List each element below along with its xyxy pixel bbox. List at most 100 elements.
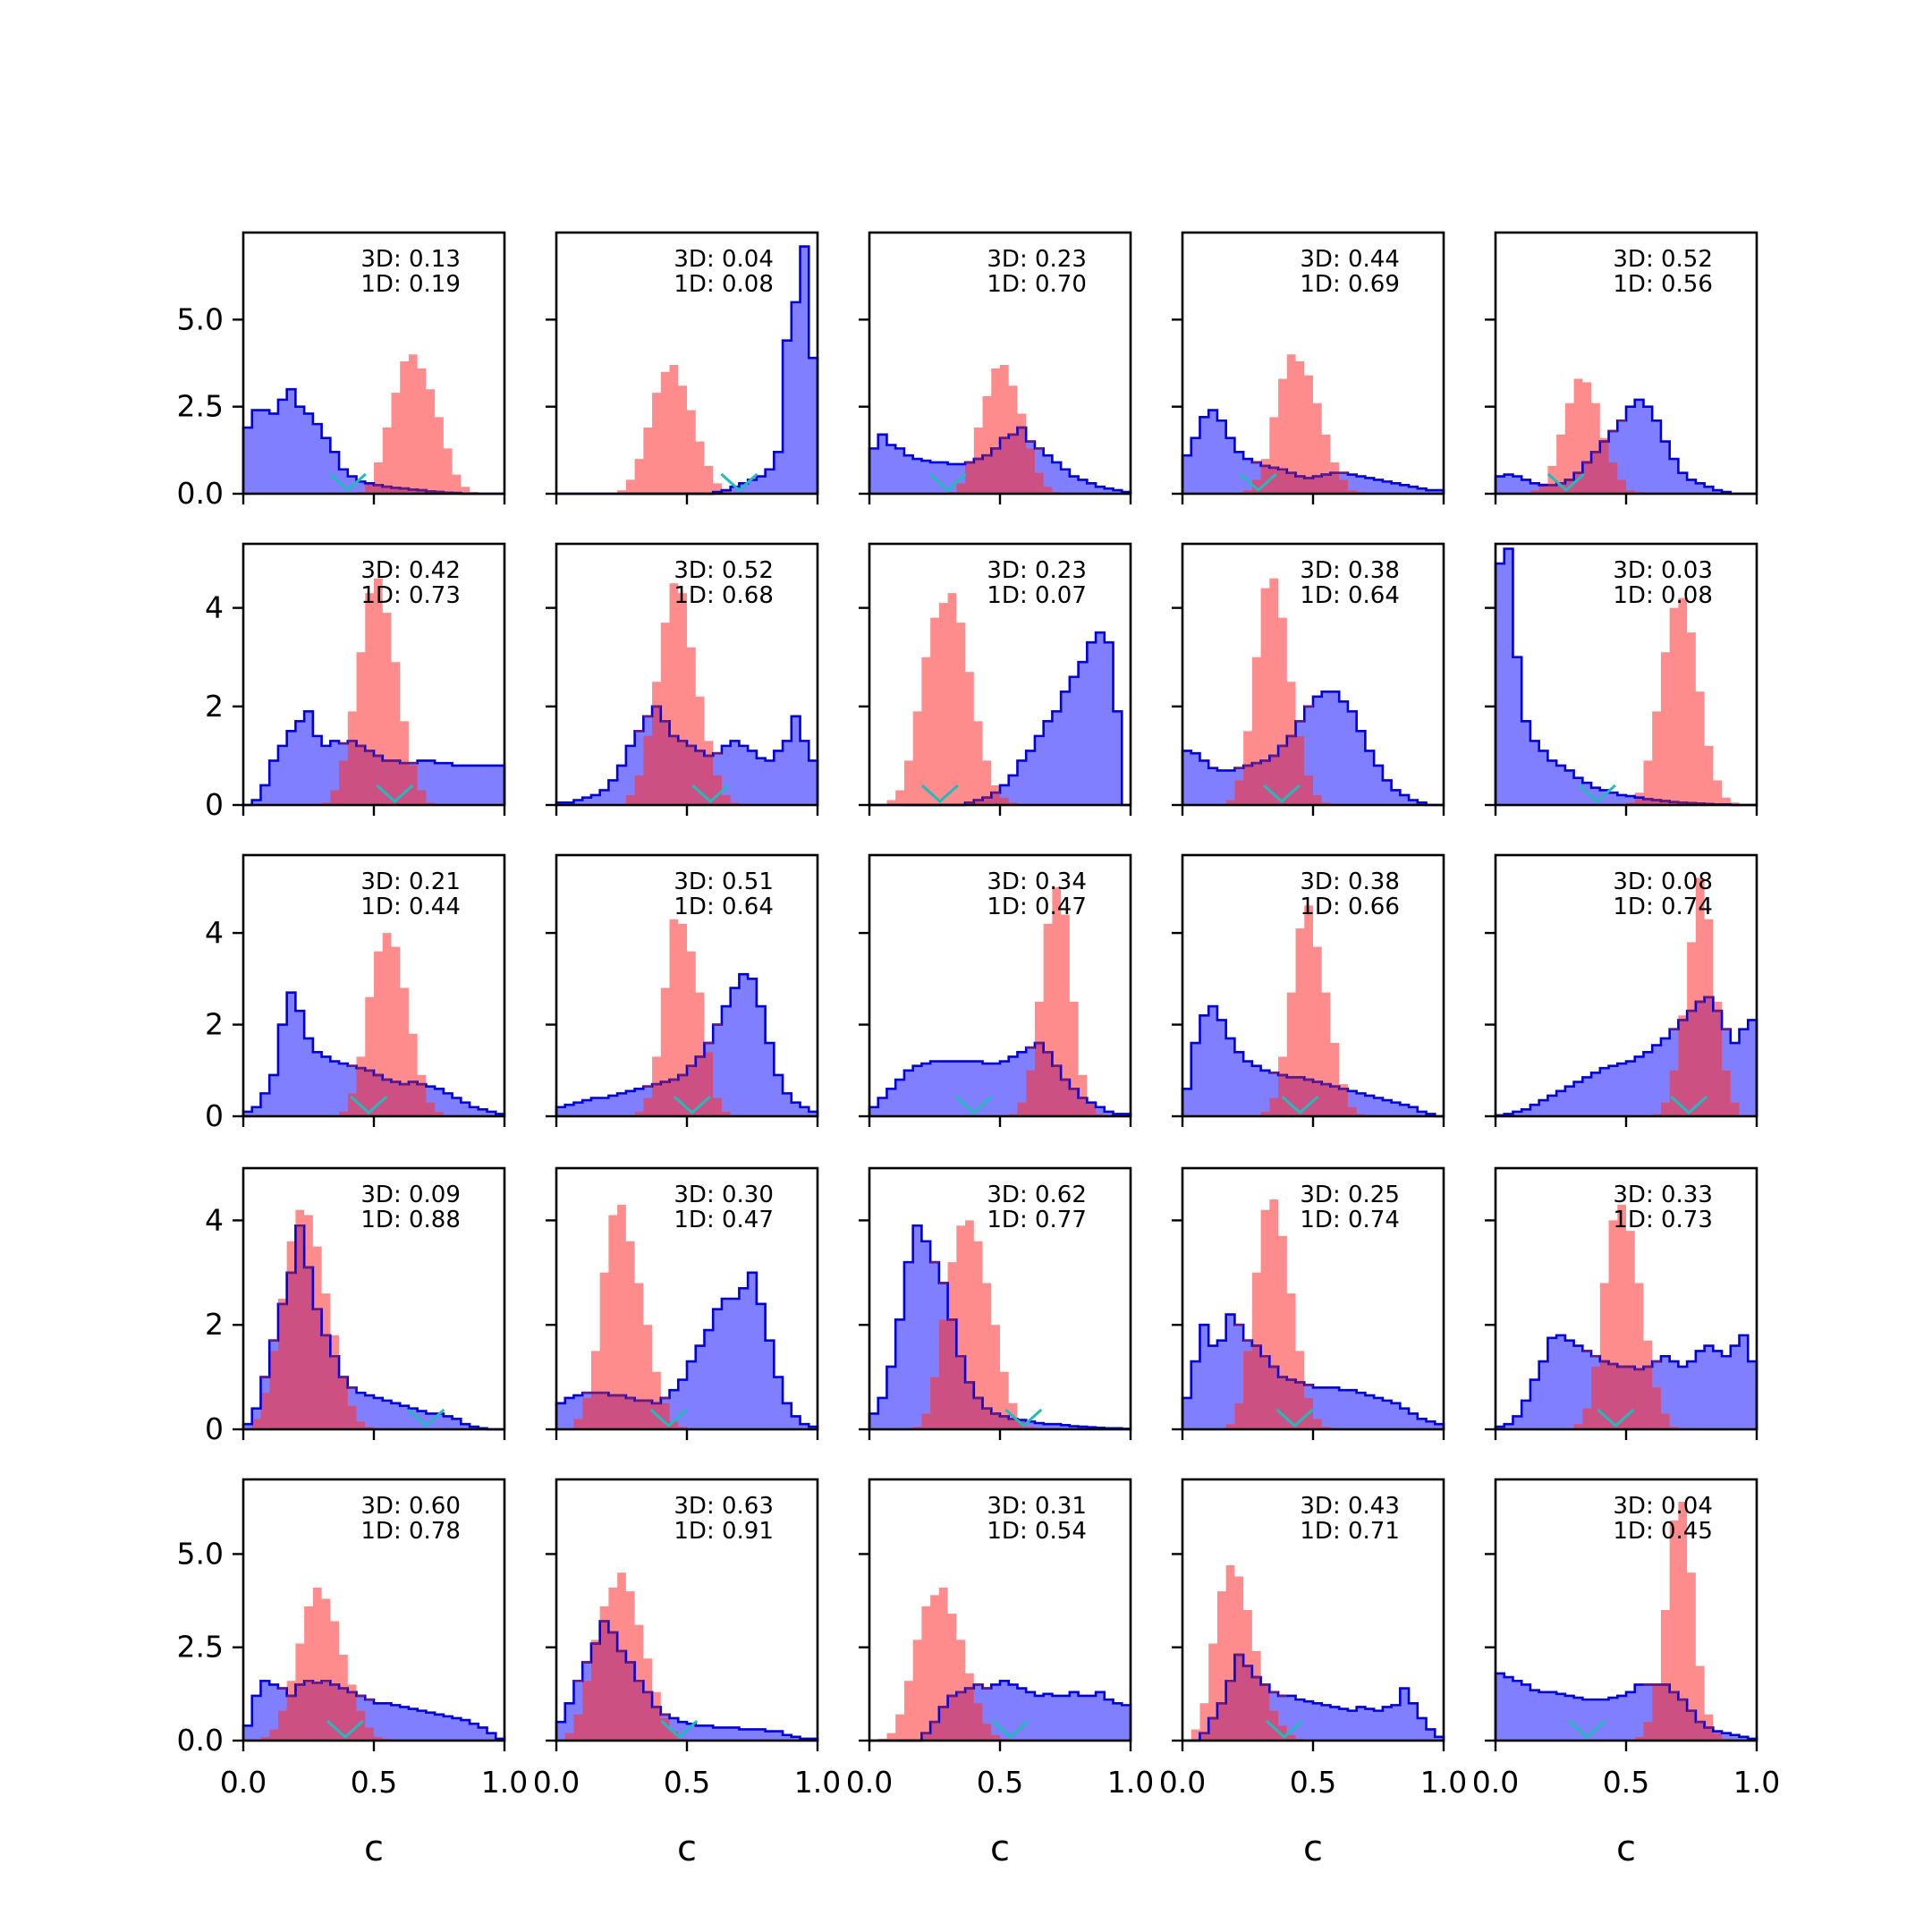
annotation-3d: 3D: 0.52 xyxy=(674,557,773,584)
blue-histogram-fill xyxy=(243,389,504,494)
annotation-3d: 3D: 0.30 xyxy=(674,1182,773,1208)
annotation-1d: 1D: 0.71 xyxy=(1300,1518,1399,1545)
overlap-outline xyxy=(965,426,1044,464)
marker-v xyxy=(1568,1719,1606,1740)
x-tick-label: 0.5 xyxy=(664,1765,710,1800)
y-tick-label: 4 xyxy=(205,590,224,625)
annotation-1d: 1D: 0.91 xyxy=(674,1518,773,1545)
x-axis-label: c xyxy=(990,1828,1010,1869)
x-tick-label: 0.0 xyxy=(1159,1765,1206,1800)
overlap-fill xyxy=(1496,441,1757,494)
marker-v xyxy=(928,472,967,493)
annotation-1d: 1D: 0.56 xyxy=(1613,271,1712,298)
red-histogram-fill xyxy=(869,593,1131,805)
red-histogram-fill xyxy=(243,933,504,1116)
y-tick-label: 4 xyxy=(205,915,224,950)
blue-histogram-fill xyxy=(869,632,1131,805)
overlap-fill xyxy=(243,1068,504,1116)
marker-v xyxy=(991,1719,1030,1740)
annotation-1d: 1D: 0.08 xyxy=(1613,582,1712,609)
x-axis-label: c xyxy=(1616,1828,1636,1869)
annotation-3d: 3D: 0.33 xyxy=(1613,1182,1712,1208)
annotation-3d: 3D: 0.38 xyxy=(1300,869,1399,895)
x-tick-label: 0.5 xyxy=(1290,1765,1336,1800)
overlap-fill xyxy=(243,1681,504,1741)
overlap-outline xyxy=(1026,1041,1088,1099)
y-tick-label: 5.0 xyxy=(177,1536,224,1571)
y-tick-label: 4 xyxy=(205,1202,224,1237)
overlap-fill xyxy=(1182,1074,1444,1116)
marker-v xyxy=(326,1719,364,1740)
overlap-outline xyxy=(1669,996,1731,1030)
red-histogram-fill xyxy=(869,364,1131,494)
blue-histogram-fill xyxy=(556,974,818,1116)
overlap-outline xyxy=(573,1620,670,1716)
x-tick-label: 1.0 xyxy=(794,1765,841,1800)
overlap-outline xyxy=(930,1260,1018,1420)
blue-histogram-fill xyxy=(243,992,504,1116)
overlap-outline xyxy=(277,1679,374,1701)
y-tick-label: 2 xyxy=(205,1007,224,1042)
annotation-3d: 3D: 0.51 xyxy=(674,869,773,895)
y-tick-label: 2 xyxy=(205,689,224,724)
annotation-3d: 3D: 0.03 xyxy=(1613,557,1712,584)
blue-histogram-outline xyxy=(555,1620,819,1741)
x-axis-label: c xyxy=(1303,1828,1323,1869)
overlap-fill xyxy=(1496,996,1757,1116)
annotation-1d: 1D: 0.78 xyxy=(360,1518,460,1545)
marker-v xyxy=(328,472,367,493)
annotation-1d: 1D: 0.54 xyxy=(987,1518,1086,1545)
red-histogram-fill xyxy=(1496,1502,1757,1741)
annotation-3d: 3D: 0.25 xyxy=(1300,1182,1399,1208)
overlap-outline xyxy=(1582,1350,1661,1371)
annotation-3d: 3D: 0.04 xyxy=(674,246,773,273)
marker-v xyxy=(376,784,414,804)
annotation-1d: 1D: 0.77 xyxy=(987,1207,1086,1233)
red-histogram-fill xyxy=(1496,378,1757,494)
blue-histogram-fill xyxy=(1182,1006,1444,1116)
annotation-3d: 3D: 0.23 xyxy=(987,246,1086,273)
overlap-outline xyxy=(1199,1653,1287,1734)
blue-histogram-outline xyxy=(243,710,506,807)
blue-histogram-outline xyxy=(1494,996,1758,1117)
red-histogram-fill xyxy=(1182,354,1444,494)
red-histogram-fill xyxy=(243,354,504,494)
marker-v xyxy=(660,1719,699,1740)
blue-histogram-outline xyxy=(242,991,506,1116)
overlap-fill xyxy=(243,483,504,494)
red-histogram-fill xyxy=(1182,905,1444,1116)
marker-v xyxy=(1239,472,1277,493)
annotation-1d: 1D: 0.64 xyxy=(1300,582,1399,609)
red-histogram-fill xyxy=(1496,1204,1757,1429)
overlap-outline xyxy=(260,1224,357,1389)
blue-histogram-fill xyxy=(556,1272,818,1429)
annotation-3d: 3D: 0.38 xyxy=(1300,557,1399,584)
x-tick-label: 1.0 xyxy=(1733,1765,1780,1800)
marker-v xyxy=(720,472,758,493)
marker-v xyxy=(920,784,959,804)
y-tick-label: 5.0 xyxy=(177,301,224,336)
annotation-1d: 1D: 0.74 xyxy=(1613,894,1712,920)
x-tick-label: 1.0 xyxy=(1420,1765,1467,1800)
marker-v xyxy=(1265,1719,1303,1740)
overlap-outline xyxy=(347,1064,427,1086)
annotation-1d: 1D: 0.70 xyxy=(987,271,1086,298)
marker-v xyxy=(1546,472,1585,493)
annotation-1d: 1D: 0.47 xyxy=(674,1207,773,1233)
y-tick-label: 0 xyxy=(205,787,224,822)
annotation-3d: 3D: 0.08 xyxy=(1613,869,1712,895)
